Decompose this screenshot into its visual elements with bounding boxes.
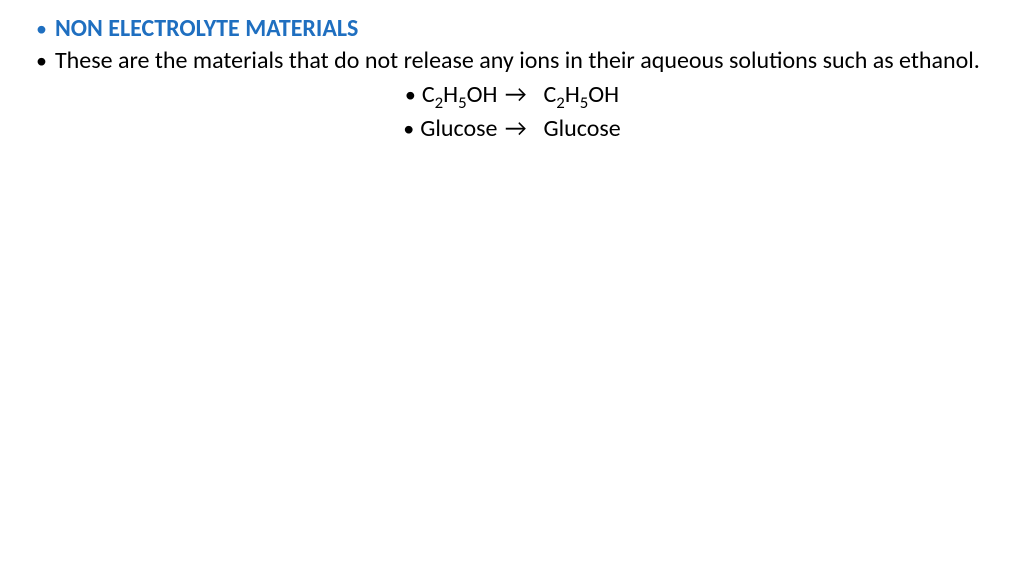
bullet-icon: • <box>36 14 47 44</box>
description-row: • These are the materials that do not re… <box>36 46 988 76</box>
arrow-icon: → <box>505 80 527 109</box>
equation-row-2: • Glucose → Glucose <box>36 114 988 144</box>
bullet-icon: • <box>405 80 416 110</box>
equation-inner: • C2H5OH → C2H5OH <box>405 80 619 110</box>
equation-text: C2H5OH → C2H5OH <box>422 80 619 110</box>
bullet-icon: • <box>403 114 414 144</box>
equation-left: Glucose <box>420 114 497 143</box>
bullet-icon: • <box>36 46 47 76</box>
description-text: These are the materials that do not rele… <box>55 46 988 76</box>
equation-text: Glucose → Glucose <box>420 114 620 144</box>
slide-heading: NON ELECTROLYTE MATERIALS <box>55 14 358 44</box>
arrow-icon: → <box>505 114 527 143</box>
equation-right: Glucose <box>544 114 621 143</box>
equation-row-1: • C2H5OH → C2H5OH <box>36 80 988 110</box>
equation-right: C2H5OH <box>544 80 620 109</box>
equation-inner: • Glucose → Glucose <box>403 114 620 144</box>
equation-left: C2H5OH <box>422 80 498 109</box>
heading-row: • NON ELECTROLYTE MATERIALS <box>36 14 988 44</box>
